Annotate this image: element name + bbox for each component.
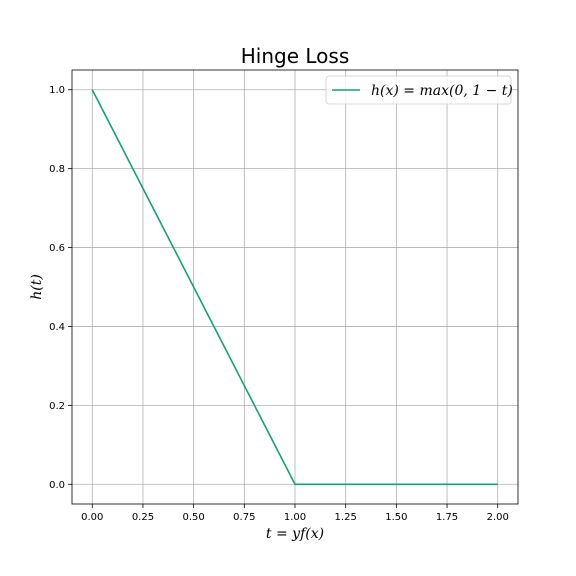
y-axis-label: h(t) <box>29 274 45 300</box>
legend: h(x) = max(0, 1 − t) <box>325 75 513 105</box>
grid-lines <box>72 70 518 504</box>
x-tick-label: 0.25 <box>132 512 154 523</box>
y-tick-label: 0.0 <box>49 480 65 491</box>
series-layer <box>91 89 498 486</box>
legend-box <box>325 75 512 105</box>
y-tick-label: 1.0 <box>49 85 65 96</box>
x-tick-label: 0.00 <box>81 512 103 523</box>
series-line <box>91 89 498 486</box>
x-axis-label: t = yf(x) <box>266 526 324 542</box>
y-tick-label: 0.8 <box>49 164 65 175</box>
y-tick-label: 0.2 <box>49 401 65 412</box>
legend-label: h(x) = max(0, 1 − t) <box>371 83 513 99</box>
x-tick-label: 1.50 <box>385 512 407 523</box>
y-tick-label: 0.6 <box>49 243 65 254</box>
axis-ticks: 0.00 0.25 0.50 0.75 1.00 1.25 1.50 1.75 2.00 0.0 0… <box>49 85 509 523</box>
x-tick-label: 1.00 <box>284 512 306 523</box>
x-tick-label: 1.75 <box>436 512 458 523</box>
x-tick-label: 1.25 <box>335 512 357 523</box>
y-tick-label: 0.4 <box>49 322 65 333</box>
chart-title: Hinge Loss <box>241 44 350 68</box>
x-tick-label: 0.50 <box>183 512 205 523</box>
x-tick-label: 2.00 <box>487 512 509 523</box>
x-tick-label: 0.75 <box>233 512 255 523</box>
